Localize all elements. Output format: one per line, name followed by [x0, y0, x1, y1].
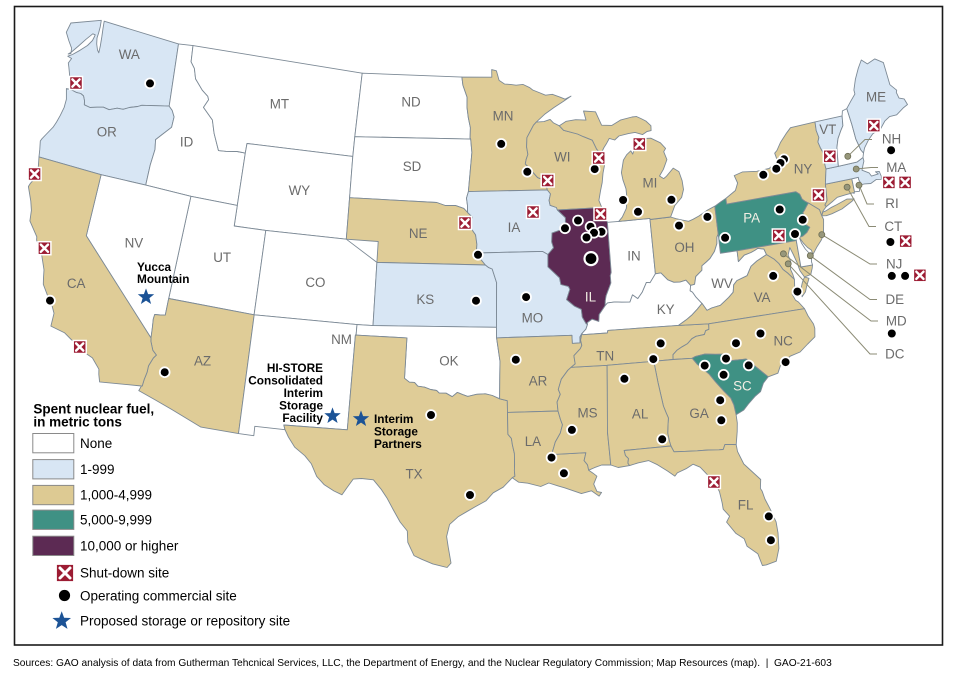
svg-text:TX: TX: [405, 467, 422, 482]
svg-text:VT: VT: [819, 122, 836, 137]
svg-text:UT: UT: [213, 250, 231, 265]
svg-text:FL: FL: [738, 497, 754, 512]
svg-text:Mountain: Mountain: [137, 272, 189, 286]
svg-text:Interim: Interim: [374, 412, 413, 426]
svg-text:MD: MD: [886, 314, 907, 329]
svg-text:Proposed storage or repository: Proposed storage or repository site: [80, 614, 290, 629]
svg-text:MA: MA: [886, 160, 906, 175]
svg-text:IL: IL: [585, 289, 596, 304]
svg-text:WV: WV: [711, 276, 733, 291]
svg-text:10,000 or higher: 10,000 or higher: [80, 539, 179, 554]
svg-text:CT: CT: [884, 219, 902, 234]
svg-text:Yucca: Yucca: [137, 260, 172, 274]
svg-text:Shut-down site: Shut-down site: [80, 566, 169, 581]
svg-text:Facility: Facility: [282, 411, 323, 425]
svg-text:KY: KY: [657, 302, 675, 317]
svg-text:KS: KS: [416, 292, 434, 307]
svg-text:WY: WY: [289, 183, 311, 198]
svg-text:IA: IA: [508, 220, 521, 235]
svg-text:NJ: NJ: [886, 257, 902, 272]
svg-text:SC: SC: [733, 379, 752, 394]
svg-text:CA: CA: [67, 276, 86, 291]
svg-text:MI: MI: [642, 175, 657, 190]
svg-text:SD: SD: [403, 159, 422, 174]
svg-text:DE: DE: [885, 292, 904, 307]
svg-text:5,000-9,999: 5,000-9,999: [80, 512, 152, 527]
svg-text:Consolidated: Consolidated: [248, 374, 323, 388]
svg-text:in metric tons: in metric tons: [33, 414, 122, 429]
svg-text:RI: RI: [885, 196, 898, 211]
svg-text:AZ: AZ: [194, 354, 211, 369]
svg-text:ND: ND: [401, 95, 421, 110]
svg-text:NH: NH: [882, 132, 901, 147]
svg-text:Operating commercial site: Operating commercial site: [80, 589, 237, 604]
svg-text:ME: ME: [866, 90, 886, 105]
svg-text:Partners: Partners: [374, 437, 422, 451]
svg-text:Storage: Storage: [279, 399, 323, 413]
svg-text:Storage: Storage: [374, 425, 418, 439]
svg-text:TN: TN: [596, 349, 614, 364]
svg-text:LA: LA: [525, 434, 541, 449]
svg-text:Interim: Interim: [284, 386, 323, 400]
svg-text:WI: WI: [554, 150, 570, 165]
svg-text:MT: MT: [270, 97, 289, 112]
svg-text:PA: PA: [743, 210, 760, 225]
svg-text:WA: WA: [119, 47, 140, 62]
svg-text:MS: MS: [577, 405, 597, 420]
svg-text:AR: AR: [529, 373, 548, 388]
svg-text:HI-STORE: HI-STORE: [267, 361, 323, 375]
svg-text:NM: NM: [331, 332, 352, 347]
svg-text:AL: AL: [632, 407, 648, 422]
svg-text:MO: MO: [522, 310, 544, 325]
svg-text:GA: GA: [689, 406, 708, 421]
svg-text:VA: VA: [754, 290, 771, 305]
svg-text:CO: CO: [305, 275, 325, 290]
svg-text:NY: NY: [794, 162, 813, 177]
svg-text:DC: DC: [885, 347, 905, 362]
svg-text:None: None: [80, 436, 112, 451]
svg-text:MN: MN: [493, 109, 514, 124]
svg-text:OH: OH: [674, 240, 694, 255]
svg-text:1,000-4,999: 1,000-4,999: [80, 488, 152, 503]
svg-text:NV: NV: [125, 236, 144, 251]
svg-text:Spent nuclear fuel,: Spent nuclear fuel,: [33, 402, 154, 417]
svg-text:NC: NC: [774, 333, 794, 348]
svg-text:Sources: GAO analysis of data: Sources: GAO analysis of data from Guthe…: [13, 658, 832, 669]
svg-text:1-999: 1-999: [80, 462, 115, 477]
svg-text:IN: IN: [627, 248, 640, 263]
svg-text:OK: OK: [439, 354, 458, 369]
svg-text:OR: OR: [97, 125, 117, 140]
svg-text:ID: ID: [180, 135, 194, 150]
svg-text:NE: NE: [409, 226, 428, 241]
